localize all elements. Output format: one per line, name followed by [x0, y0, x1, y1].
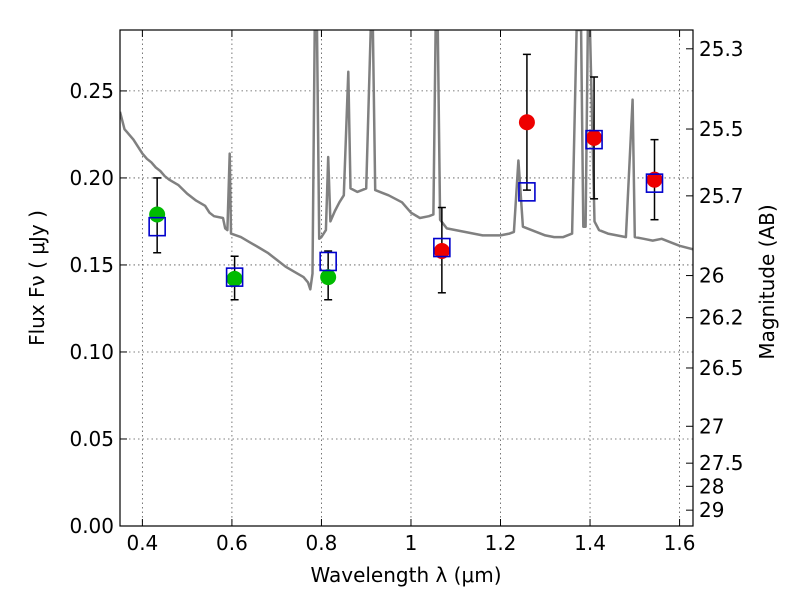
right-tick-label: 27.5 — [699, 451, 744, 475]
model-box-marker — [645, 173, 664, 193]
right-tick-label: 27 — [699, 414, 724, 438]
green-data-point — [149, 206, 166, 223]
y-tick-label: 0.25 — [69, 79, 114, 103]
right-tick-label: 26 — [699, 264, 724, 288]
x-tick-label: 1 — [405, 531, 418, 555]
green-data-point — [320, 269, 337, 286]
model-box-marker — [433, 237, 451, 258]
model-box-layer — [148, 129, 664, 287]
y-tick-label: 0.15 — [69, 253, 114, 277]
x-tick-label: 1.2 — [485, 531, 517, 555]
right-tick-label: 25.3 — [699, 37, 744, 61]
y-tick-label: 0.05 — [69, 427, 114, 451]
right-tick-label: 26.5 — [699, 356, 744, 380]
x-tick-label: 0.8 — [306, 531, 338, 555]
right-tick-label: 28 — [699, 474, 724, 498]
model-spectrum-line — [120, 30, 693, 291]
model-box-marker — [585, 129, 603, 150]
right-axis-label: Magnitude (AB) — [755, 204, 779, 359]
right-tick-label: 25.5 — [699, 117, 744, 141]
y-axis-ticks: 0.00 0.05 0.10 0.15 0.20 0.25 — [69, 79, 127, 538]
model-spectrum-layer — [120, 30, 693, 291]
points-layer — [149, 114, 663, 287]
plot-frame — [119, 29, 694, 527]
x-axis-label: Wavelength λ (μm) — [310, 563, 501, 587]
x-tick-label: 1.4 — [574, 531, 606, 555]
right-tick-label: 25.7 — [699, 184, 744, 208]
x-tick-label: 0.4 — [126, 531, 158, 555]
model-box-marker — [225, 267, 244, 287]
red-data-point — [586, 129, 603, 146]
right-tick-label: 26.2 — [699, 306, 744, 330]
model-box-marker — [518, 182, 536, 202]
red-data-point — [433, 243, 450, 260]
red-data-point — [518, 114, 535, 131]
y-tick-label: 0.00 — [69, 514, 114, 538]
y-axis-label: Flux Fν ( μJy ) — [25, 210, 49, 346]
model-box-marker — [319, 251, 337, 272]
right-tick-label: 29 — [699, 498, 724, 522]
green-data-point — [226, 270, 243, 287]
y-tick-label: 0.10 — [69, 340, 114, 364]
x-axis-ticks: 0.4 0.6 0.8 1 1.2 1.4 1.6 — [126, 30, 695, 555]
plot-background — [120, 30, 693, 526]
y-tick-label: 0.20 — [69, 166, 114, 190]
model-box-marker — [148, 216, 166, 237]
x-tick-label: 1.6 — [664, 531, 696, 555]
x-tick-label: 0.6 — [216, 531, 248, 555]
red-data-point — [646, 171, 663, 188]
